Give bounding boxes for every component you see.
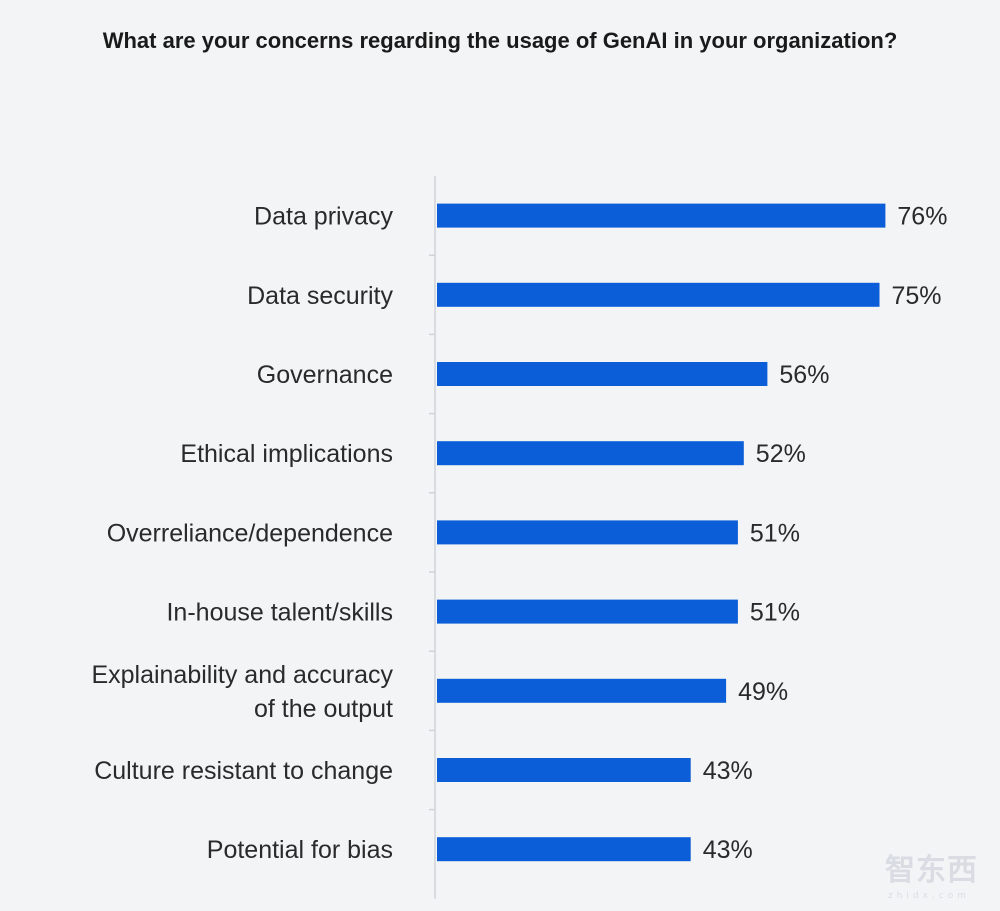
- value-label: 76%: [897, 203, 947, 231]
- bar: [437, 678, 727, 703]
- category-label: Potential for bias: [207, 836, 393, 864]
- watermark-logo: 智东西: [885, 853, 978, 888]
- category-label: Ethical implications: [180, 440, 393, 468]
- bar: [437, 441, 744, 466]
- category-label: In-house talent/skills: [166, 599, 393, 627]
- bar: [437, 758, 691, 782]
- bar: [437, 203, 886, 228]
- category-label: Explainability and accuracy of the output: [91, 661, 393, 723]
- bar: [437, 599, 738, 624]
- category-label: Culture resistant to change: [94, 757, 393, 785]
- category-label: Governance: [257, 361, 393, 389]
- category-label: Data privacy: [254, 203, 393, 231]
- watermark-url: zhidx.com: [887, 891, 970, 901]
- value-label: 43%: [703, 836, 753, 864]
- bar: [437, 837, 691, 862]
- category-label: Data security: [247, 282, 393, 310]
- value-label: 51%: [750, 519, 800, 547]
- value-label: 51%: [750, 599, 800, 627]
- value-label: 43%: [703, 757, 753, 785]
- chart-title: What are your concerns regarding the usa…: [102, 28, 898, 53]
- value-label: 75%: [892, 282, 942, 310]
- bar: [437, 520, 738, 545]
- value-label: 49%: [738, 678, 788, 706]
- value-label: 56%: [779, 361, 829, 389]
- bar: [437, 282, 880, 307]
- category-label: Overreliance/dependence: [107, 519, 393, 547]
- bar: [437, 362, 768, 386]
- value-label: 52%: [756, 440, 806, 468]
